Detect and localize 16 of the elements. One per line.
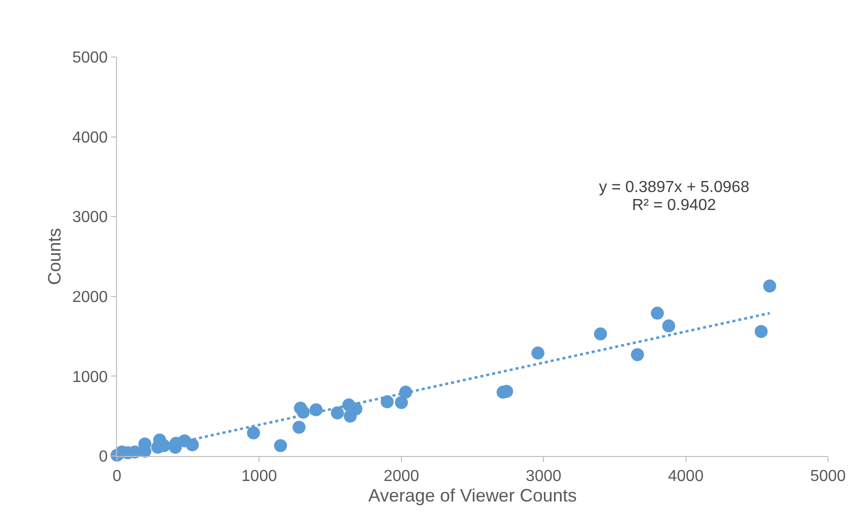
x-tick-label: 3000	[526, 468, 562, 486]
x-tick-label: 0	[112, 468, 122, 486]
y-axis-title: Counts	[44, 228, 64, 286]
x-tick-label: 5000	[810, 468, 846, 486]
x-axis-title: Average of Viewer Counts	[368, 485, 577, 506]
y-tick-label: 0	[98, 448, 108, 466]
y-tick-label: 1000	[72, 368, 108, 386]
x-tick-label: 2000	[384, 468, 420, 486]
x-tick-label: 1000	[241, 468, 278, 486]
annotation: y = 0.3897x + 5.0968	[599, 179, 750, 196]
x-tick-label: 4000	[668, 468, 704, 486]
y-tick-label: 4000	[72, 129, 108, 146]
y-tick-label: 5000	[72, 50, 108, 67]
y-tick-label: 3000	[72, 209, 108, 226]
y-tick-label: 2000	[72, 289, 108, 306]
annotation: R² = 0.9402	[632, 197, 716, 214]
